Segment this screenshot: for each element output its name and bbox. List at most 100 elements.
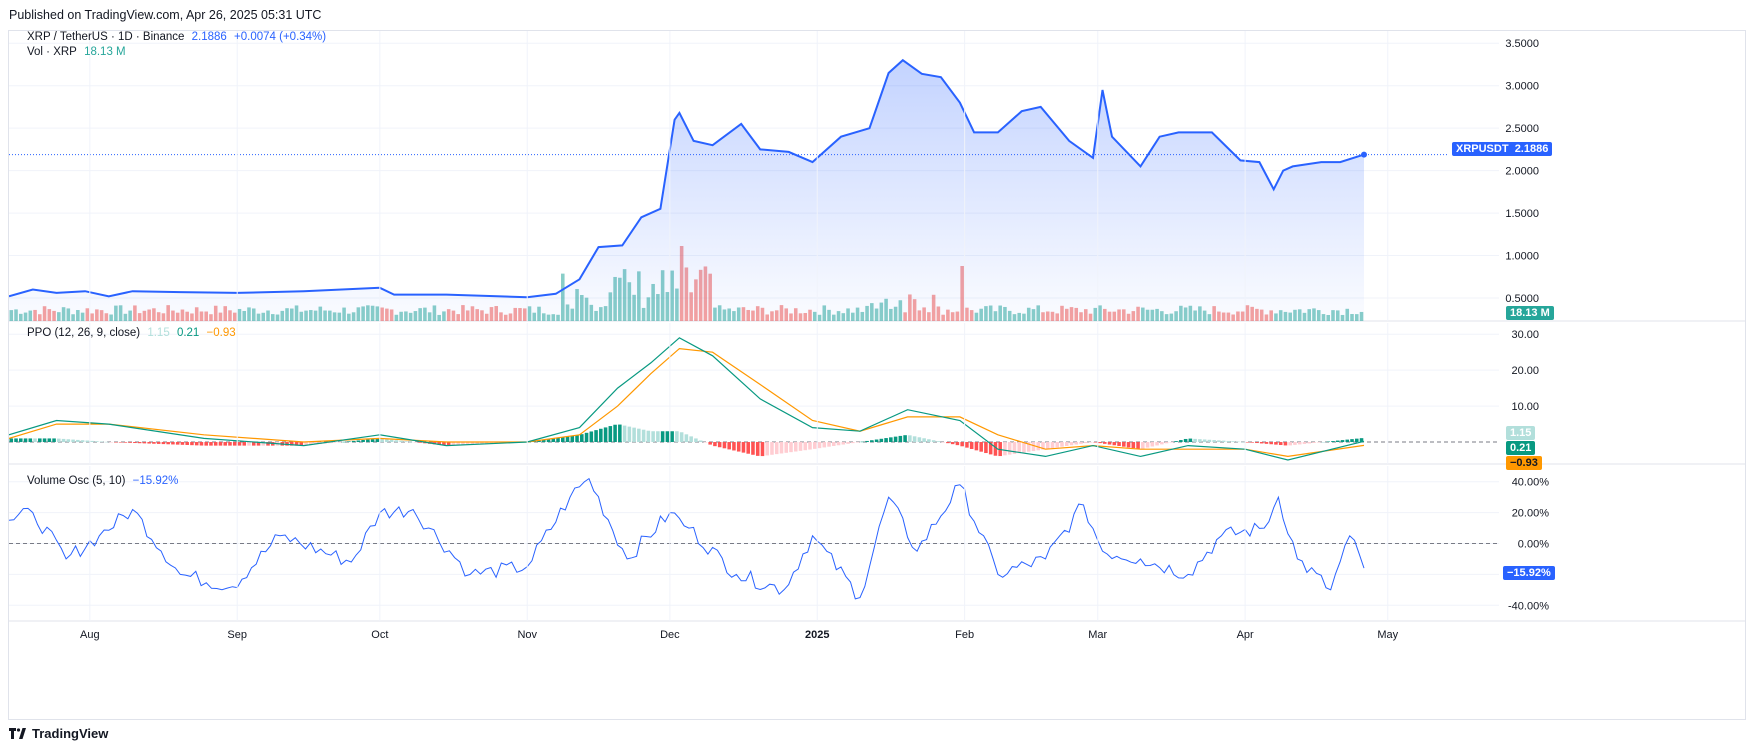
ppo-hist-bar <box>641 429 646 443</box>
ppo-hist-bar <box>1240 441 1245 443</box>
ppo-hist-bar <box>832 442 836 446</box>
price-tick-label: 1.5000 <box>1505 208 1539 220</box>
ppo-hist-bar <box>223 442 228 446</box>
ppo-hist-bar <box>1269 442 1273 445</box>
ppo-hist-bar <box>166 442 170 445</box>
ppo-hist-bar <box>1283 442 1288 446</box>
ppo-hist-bar <box>484 442 489 444</box>
ppo-hist-bar <box>1307 442 1312 444</box>
ppo-hist-bar <box>627 426 632 443</box>
ppo-hist-bar <box>1297 442 1302 445</box>
ppo-hist-bar <box>404 441 408 443</box>
ppo-hist-bar <box>960 442 964 447</box>
ppo-hist-bar <box>1107 442 1112 445</box>
vosc-tick-label: 40.00% <box>1512 477 1550 489</box>
vosc-title[interactable]: Volume Osc (5, 10) <box>27 475 126 487</box>
ppo-hist-badge: 1.15 <box>1506 426 1536 440</box>
ppo-hist-bar <box>827 442 831 447</box>
ppo-hist-bar <box>1045 442 1050 449</box>
ppo-hist-bar <box>394 440 399 443</box>
ppo-hist-bar <box>332 442 337 443</box>
ppo-hist-bar <box>1331 441 1335 443</box>
ppo-hist-bar <box>541 439 546 443</box>
ppo-hist-bar <box>1126 442 1131 448</box>
ppo-hist-bar <box>694 438 698 443</box>
ppo-hist-bar <box>755 442 760 456</box>
ppo-hist-bar <box>1212 440 1216 443</box>
ppo-hist-bar <box>342 441 346 443</box>
time-tick-label: Aug <box>80 629 100 641</box>
ppo-hist-bar <box>1093 442 1098 443</box>
ppo-line-value: 0.21 <box>176 327 200 339</box>
ppo-hist-bar <box>817 442 822 449</box>
ppo-hist-bar <box>418 442 422 443</box>
time-tick-label: 2025 <box>805 629 829 641</box>
ppo-hist-bar <box>812 442 817 449</box>
ppo-hist-bar <box>194 442 199 446</box>
ppo-hist-bar <box>61 438 66 443</box>
volume-legend: Vol · XRP 18.13 M <box>27 46 130 58</box>
volume-title[interactable]: Vol · XRP <box>27 46 77 58</box>
ppo-hist-bar <box>1183 438 1188 443</box>
ppo-hist-bar <box>874 439 879 443</box>
vosc-tick-label: 20.00% <box>1512 508 1550 520</box>
ppo-hist-bar <box>717 442 722 448</box>
ppo-hist-bar <box>988 442 993 455</box>
ppo-hist-bar <box>589 431 594 443</box>
ppo-hist-bar <box>556 437 560 443</box>
ppo-hist-bar <box>622 425 627 443</box>
ppo-hist-bar <box>1069 442 1074 446</box>
ppo-hist-bar <box>171 442 175 445</box>
ppo-hist-bar <box>912 436 917 443</box>
ppo-hist-bar <box>1259 442 1264 444</box>
ppo-hist-bar <box>1278 442 1283 446</box>
chart-canvas[interactable]: 0.5000 1.0000 1.5000 2.0000 2.5000 3.0000 3.50… <box>9 31 1745 719</box>
ppo-hist-bar <box>1193 438 1197 443</box>
ppo-hist-bar <box>294 442 299 446</box>
ppo-hist-bar <box>128 442 132 443</box>
ppo-hist-bar <box>618 424 622 443</box>
ppo-hist-bar <box>708 442 712 445</box>
ppo-hist-bar <box>546 439 551 443</box>
ppo-hist-value: 1.15 <box>147 327 170 339</box>
price-tick-label: 2.5000 <box>1505 123 1539 135</box>
time-tick-label: Oct <box>371 629 388 641</box>
volume-badge: 18.13 M <box>1506 306 1554 320</box>
ppo-hist-bar <box>90 440 94 443</box>
ppo-hist-bar <box>803 442 808 451</box>
footer-brand[interactable]: TradingView <box>9 726 108 741</box>
ppo-hist-bar <box>9 438 14 443</box>
ppo-hist-bar <box>537 440 541 443</box>
ppo-hist-bar <box>408 441 413 443</box>
ppo-hist-bar <box>955 442 960 446</box>
ppo-hist-bar <box>1007 442 1012 455</box>
ppo-hist-bar <box>137 442 142 444</box>
ppo-legend: PPO (12, 26, 9, close) 1.15 0.21 −0.93 <box>27 327 240 339</box>
ppo-hist-bar <box>889 437 893 443</box>
ppo-hist-bar <box>950 442 955 445</box>
ppo-hist-bar <box>1022 442 1026 453</box>
symbol-title[interactable]: XRP / TetherUS · 1D · Binance <box>27 31 185 43</box>
ppo-hist-bar <box>1055 442 1060 448</box>
ppo-signal-line <box>9 347 1365 458</box>
ppo-hist-bar <box>465 442 470 445</box>
ppo-hist-bar <box>741 442 746 453</box>
ppo-hist-bar <box>1231 441 1235 443</box>
ppo-hist-bar <box>784 442 789 453</box>
ppo-hist-bar <box>1326 441 1331 443</box>
ppo-hist-bar <box>451 442 456 446</box>
chart-frame[interactable]: 0.5000 1.0000 1.5000 2.0000 2.5000 3.0000 3.50… <box>8 30 1746 720</box>
vosc-legend: Volume Osc (5, 10) −15.92% <box>27 475 182 487</box>
ppo-hist-bar <box>1074 442 1079 445</box>
ppo-hist-bar <box>774 442 779 455</box>
ppo-hist-bar <box>190 442 194 446</box>
ppo-hist-bar <box>679 432 684 443</box>
ppo-title[interactable]: PPO (12, 26, 9, close) <box>27 327 141 339</box>
ppo-hist-bar <box>85 440 90 443</box>
vosc-badge: −15.92% <box>1503 566 1555 580</box>
ppo-hist-bar <box>561 437 565 443</box>
ppo-hist-bar <box>370 439 375 443</box>
ppo-hist-bar <box>879 438 884 443</box>
ppo-hist-bar <box>442 442 446 446</box>
time-tick-label: Nov <box>517 629 537 641</box>
